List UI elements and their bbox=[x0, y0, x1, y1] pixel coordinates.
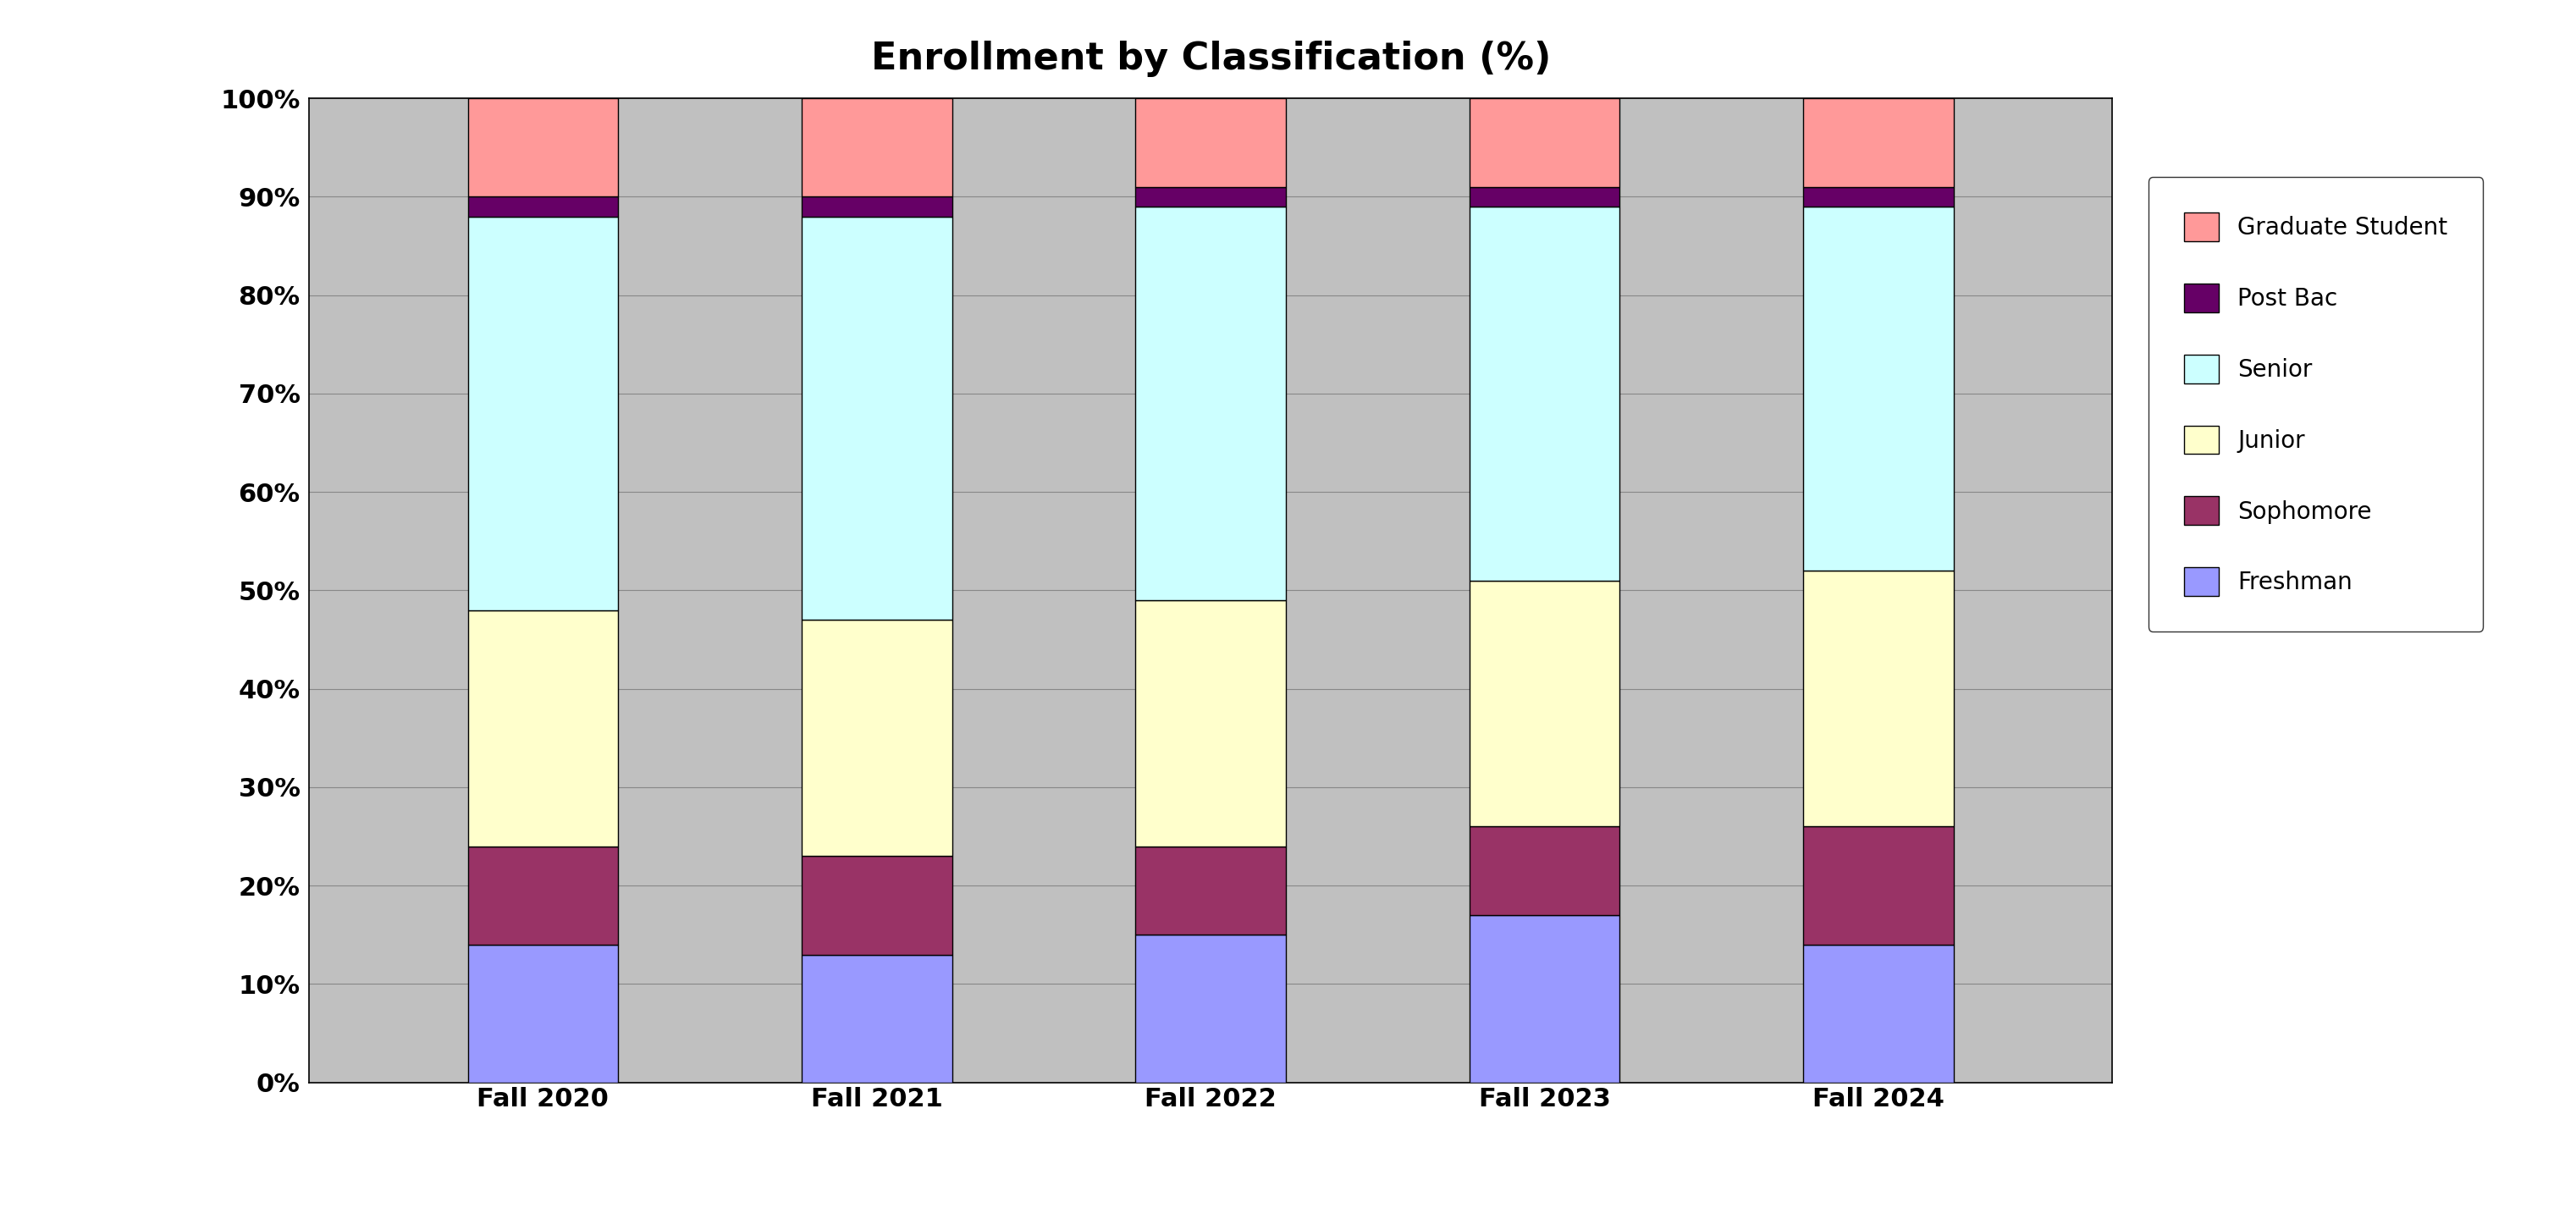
Bar bbox=[1468, 827, 1620, 915]
Bar bbox=[1803, 207, 1953, 571]
Bar bbox=[1803, 945, 1953, 1082]
Bar bbox=[1136, 207, 1285, 600]
Bar bbox=[1803, 827, 1953, 945]
Bar bbox=[1468, 187, 1620, 207]
Bar bbox=[1136, 846, 1285, 935]
Bar bbox=[1136, 98, 1285, 187]
Bar bbox=[1136, 187, 1285, 207]
Bar bbox=[1468, 581, 1620, 827]
Bar bbox=[801, 216, 953, 620]
Bar bbox=[801, 98, 953, 197]
Bar bbox=[1803, 571, 1953, 827]
Legend: Graduate Student, Post Bac, Senior, Junior, Sophomore, Freshman: Graduate Student, Post Bac, Senior, Juni… bbox=[2148, 177, 2483, 631]
Bar bbox=[469, 846, 618, 945]
Bar bbox=[469, 216, 618, 610]
Bar bbox=[801, 620, 953, 856]
Bar bbox=[1803, 98, 1953, 187]
Bar bbox=[469, 610, 618, 846]
Bar bbox=[801, 856, 953, 954]
Title: Enrollment by Classification (%): Enrollment by Classification (%) bbox=[871, 41, 1551, 76]
Bar bbox=[469, 197, 618, 216]
Bar bbox=[1468, 98, 1620, 187]
Bar bbox=[801, 954, 953, 1082]
Bar bbox=[469, 945, 618, 1082]
Bar bbox=[1803, 187, 1953, 207]
Bar bbox=[801, 197, 953, 216]
Bar bbox=[1468, 915, 1620, 1082]
Bar bbox=[1136, 935, 1285, 1082]
Bar bbox=[469, 98, 618, 197]
Bar bbox=[1136, 600, 1285, 846]
Bar bbox=[1468, 207, 1620, 581]
